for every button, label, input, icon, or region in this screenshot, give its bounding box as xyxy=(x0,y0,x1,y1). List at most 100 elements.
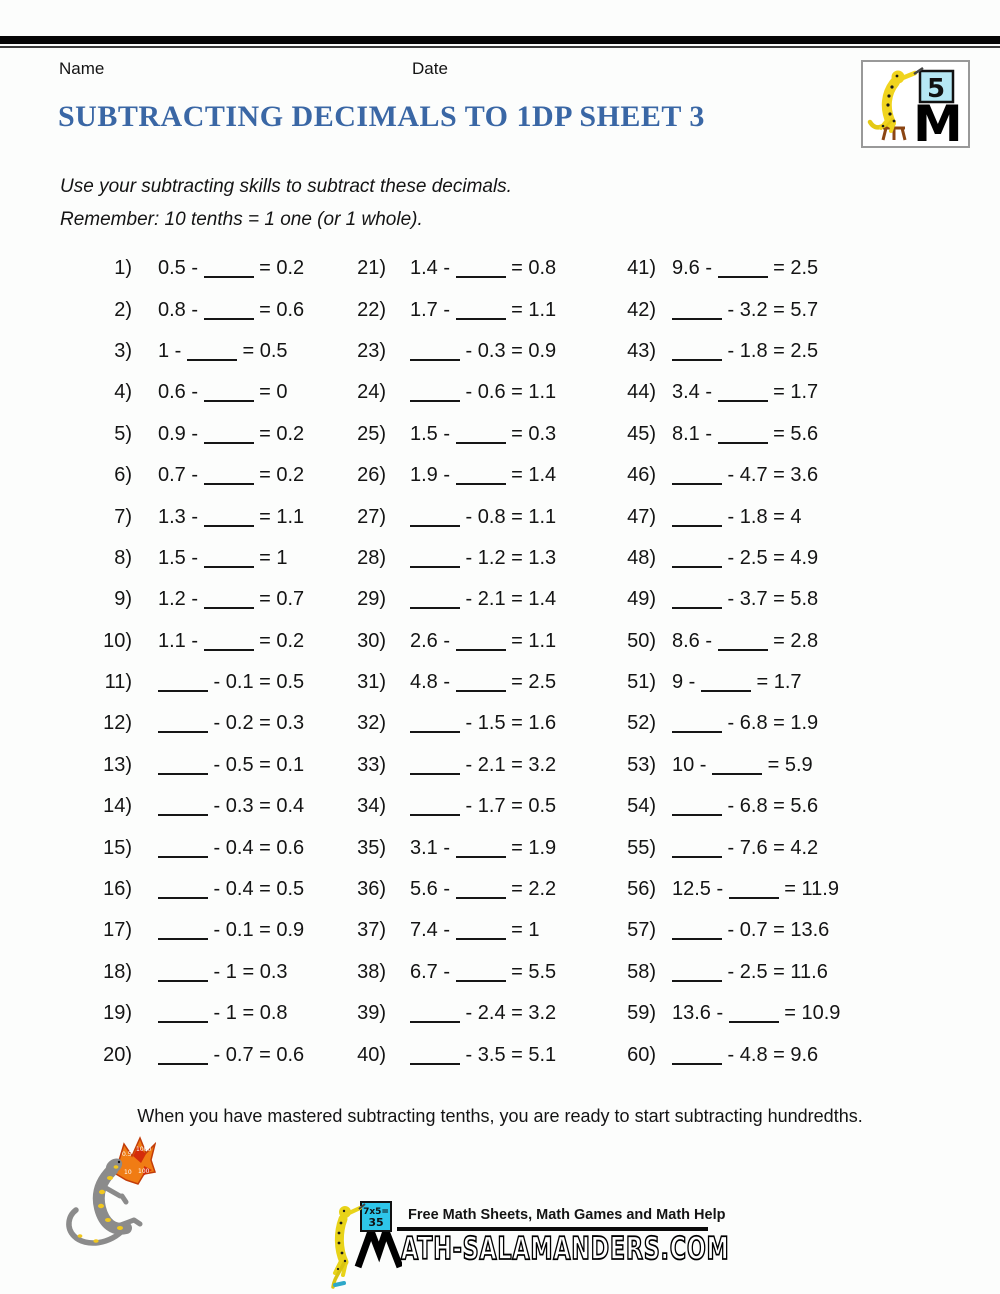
answer-blank xyxy=(717,386,768,403)
svg-text:10: 10 xyxy=(124,1169,132,1176)
problem-expression: 2.6 - = 1.1 xyxy=(410,629,557,652)
problem-number: 22) xyxy=(357,298,386,321)
answer-blank xyxy=(203,428,254,444)
problem-number: 2) xyxy=(114,298,132,321)
badge-easel-m-icon: M xyxy=(913,95,963,148)
problem-row: 48) - 2.5 = 4.9 xyxy=(610,538,910,579)
svg-text:1000: 1000 xyxy=(136,1146,151,1153)
problem-number: 37) xyxy=(357,919,386,942)
problem-expression: - 0.8 = 1.1 xyxy=(410,506,556,529)
problem-number: 23) xyxy=(357,339,386,362)
problem-number: 5) xyxy=(114,422,132,445)
answer-blank xyxy=(455,262,506,279)
answer-blank xyxy=(672,966,722,982)
answer-blank xyxy=(158,1007,208,1024)
answer-blank xyxy=(672,345,722,361)
answer-blank xyxy=(672,717,722,734)
fire-salamander-icon: 0.5 1000 10 100 xyxy=(66,1136,156,1246)
answer-blank xyxy=(203,552,254,568)
problem-number: 39) xyxy=(357,1002,386,1025)
page-title: SUBTRACTING DECIMALS TO 1DP SHEET 3 xyxy=(58,100,705,133)
problem-expression: - 0.2 = 0.3 xyxy=(158,712,304,735)
answer-blank xyxy=(158,800,208,817)
problem-row: 32) - 1.5 = 1.6 xyxy=(340,703,615,744)
answer-blank xyxy=(158,883,208,900)
problem-expression: 1.1 - = 0.2 xyxy=(158,629,305,652)
problem-row: 59) 13.6 - = 10.9 xyxy=(610,993,910,1034)
problem-row: 30) 2.6 - = 1.1 xyxy=(340,621,615,662)
problem-row: 12) - 0.2 = 0.3 xyxy=(60,703,345,744)
problem-number: 18) xyxy=(103,960,132,983)
problem-row: 13) - 0.5 = 0.1 xyxy=(60,745,345,786)
badge-board-number: 5 xyxy=(927,74,945,104)
problem-row: 23) - 0.3 = 0.9 xyxy=(340,331,615,372)
answer-blank xyxy=(455,883,506,900)
problem-number: 31) xyxy=(357,671,386,694)
problem-row: 8) 1.5 - = 1 xyxy=(60,538,345,579)
answer-blank xyxy=(717,262,768,279)
problem-number: 14) xyxy=(103,795,132,818)
problem-row: 54) - 6.8 = 5.6 xyxy=(610,786,910,827)
brand-tagline: Free Math Sheets, Math Games and Math He… xyxy=(408,1207,726,1223)
problem-number: 21) xyxy=(357,257,386,280)
problem-number: 15) xyxy=(103,836,132,859)
problem-number: 36) xyxy=(357,878,386,901)
problem-number: 32) xyxy=(357,712,386,735)
answer-blank xyxy=(158,759,208,775)
problem-row: 5) 0.9 - = 0.2 xyxy=(60,414,345,455)
answer-blank xyxy=(717,635,768,651)
problem-expression: 4.8 - = 2.5 xyxy=(410,671,557,694)
problem-expression: 9 - = 1.7 xyxy=(672,671,802,694)
problem-expression: - 2.5 = 11.6 xyxy=(672,961,828,984)
answer-blank xyxy=(455,469,506,486)
problem-row: 15) - 0.4 = 0.6 xyxy=(60,827,345,868)
answer-blank xyxy=(203,386,254,403)
problem-number: 52) xyxy=(627,712,656,735)
problem-expression: 3.4 - = 1.7 xyxy=(672,381,819,404)
problem-number: 56) xyxy=(627,878,656,901)
answer-blank xyxy=(717,428,768,444)
problem-row: 20) - 0.7 = 0.6 xyxy=(60,1034,345,1075)
problem-row: 1) 0.5 - = 0.2 xyxy=(60,248,345,289)
answer-blank xyxy=(672,511,722,527)
answer-blank xyxy=(410,511,460,527)
problem-row: 36) 5.6 - = 2.2 xyxy=(340,869,615,910)
problem-expression: - 0.1 = 0.9 xyxy=(158,919,304,942)
problem-expression: - 4.7 = 3.6 xyxy=(672,464,818,487)
answer-blank xyxy=(203,469,254,486)
answer-blank xyxy=(672,593,722,610)
problem-row: 21) 1.4 - = 0.8 xyxy=(340,248,615,289)
answer-blank xyxy=(728,1007,779,1024)
answer-blank xyxy=(410,593,460,610)
math-salamanders-badge-icon: M 5 xyxy=(861,60,970,148)
problem-row: 51) 9 - = 1.7 xyxy=(610,662,910,703)
problem-number: 40) xyxy=(357,1043,386,1066)
problem-number: 44) xyxy=(627,381,656,404)
problem-expression: - 0.6 = 1.1 xyxy=(410,381,556,404)
answer-blank xyxy=(186,345,237,361)
footer-note: When you have mastered subtracting tenth… xyxy=(137,1106,863,1126)
problem-expression: - 1.5 = 1.6 xyxy=(410,712,556,735)
problem-row: 22) 1.7 - = 1.1 xyxy=(340,289,615,330)
problem-row: 58) - 2.5 = 11.6 xyxy=(610,952,910,993)
problem-expression: - 2.5 = 4.9 xyxy=(672,547,818,570)
problem-number: 24) xyxy=(357,381,386,404)
problem-number: 29) xyxy=(357,588,386,611)
problem-number: 59) xyxy=(627,1002,656,1025)
answer-blank xyxy=(672,469,722,486)
problem-row: 6) 0.7 - = 0.2 xyxy=(60,455,345,496)
answer-blank xyxy=(728,883,779,900)
problem-number: 9) xyxy=(114,588,132,611)
problem-expression: - 1.8 = 4 xyxy=(672,506,802,529)
problem-row: 10) 1.1 - = 0.2 xyxy=(60,621,345,662)
problem-number: 19) xyxy=(103,1002,132,1025)
answer-blank xyxy=(158,842,208,858)
problem-number: 27) xyxy=(357,505,386,528)
problem-expression: 12.5 - = 11.9 xyxy=(672,878,839,901)
problem-expression: 1.4 - = 0.8 xyxy=(410,257,557,280)
problem-number: 30) xyxy=(357,629,386,652)
problem-row: 49) - 3.7 = 5.8 xyxy=(610,579,910,620)
problem-row: 35) 3.1 - = 1.9 xyxy=(340,827,615,868)
answer-blank xyxy=(158,924,208,941)
problem-expression: - 1.8 = 2.5 xyxy=(672,340,818,363)
